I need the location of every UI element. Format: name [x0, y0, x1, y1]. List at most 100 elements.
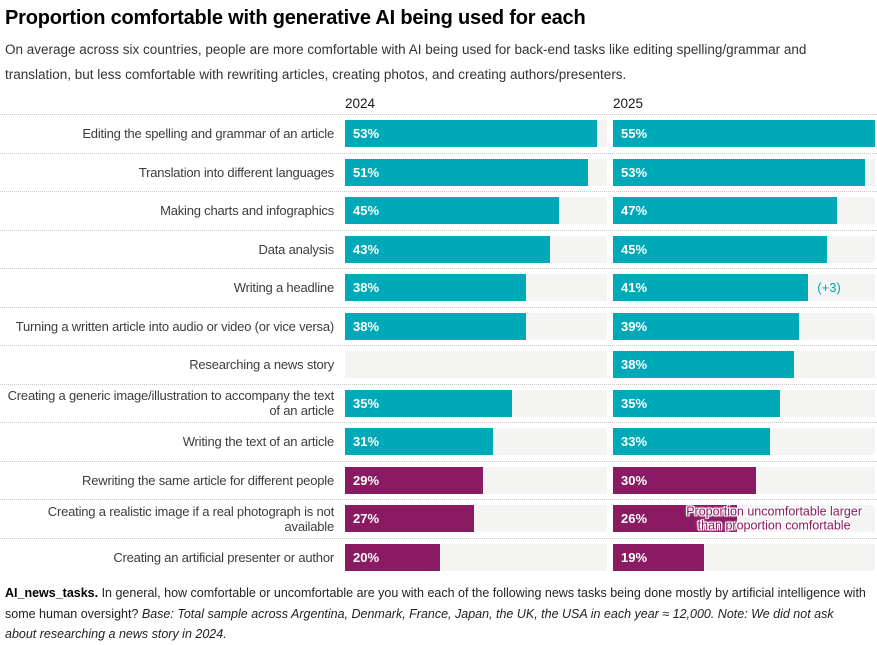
- bar-2025: 45%: [613, 235, 828, 263]
- bar-value-label: 53%: [621, 164, 648, 180]
- bar-value-label: 43%: [353, 241, 380, 257]
- row-label: Making charts and infographics: [160, 203, 334, 219]
- delta-annotation: (+3): [817, 280, 841, 296]
- bar-2024: 35%: [345, 389, 512, 417]
- bar-2025: 26%: [613, 505, 737, 533]
- bar-2024: 27%: [345, 505, 474, 533]
- bar-value-label: 55%: [621, 126, 648, 142]
- bar-value-label: 45%: [621, 241, 648, 257]
- bar-2024: 29%: [345, 466, 484, 494]
- bar-track-2025: 47%: [613, 197, 875, 225]
- column-header-2025: 2025: [613, 96, 644, 111]
- chart-row: Creating an artificial presenter or auth…: [0, 537, 877, 577]
- chart-header: Proportion comfortable with generative A…: [0, 0, 877, 87]
- bar-2025: 38%: [613, 351, 795, 379]
- bar-value-label: 35%: [621, 395, 648, 411]
- bar-2025: 53%: [613, 158, 866, 186]
- bar-track-2024: 35%: [345, 389, 607, 417]
- bar-track-2025: 41% (+3): [613, 274, 875, 302]
- row-label: Translation into different languages: [138, 164, 334, 180]
- chart-row: Turning a written article into audio or …: [0, 306, 877, 346]
- bar-value-label: 41%: [621, 280, 648, 296]
- bar-track-2025: 45%: [613, 235, 875, 263]
- chart-subtitle: On average across six countries, people …: [5, 42, 807, 82]
- callout-line2: than proportion comfortable: [697, 518, 851, 533]
- bar-track-2024: 45%: [345, 197, 607, 225]
- bar-2024: 45%: [345, 197, 560, 225]
- bar-value-label: 38%: [621, 357, 648, 373]
- question-id: AI_news_tasks.: [5, 586, 99, 600]
- bar-value-label: 20%: [353, 549, 380, 565]
- row-label: Rewriting the same article for different…: [82, 472, 334, 488]
- bar-2025: 55%: [613, 120, 875, 148]
- bar-track-2024: 31%: [345, 428, 607, 456]
- bar-value-label: 30%: [621, 472, 648, 488]
- bar-value-label: 26%: [621, 511, 648, 527]
- row-label: Creating an artificial presenter or auth…: [113, 549, 334, 565]
- bar-value-label: 38%: [353, 318, 380, 334]
- row-label: Creating a generic image/illustration to…: [7, 388, 335, 419]
- bar-track-2025: 55%: [613, 120, 875, 148]
- bar-track-2024: 38%: [345, 312, 607, 340]
- bar-2025: 30%: [613, 466, 756, 494]
- bar-track-2024: 20%: [345, 543, 607, 571]
- bar-2025: 33%: [613, 428, 771, 456]
- bar-track-2024: 27%: [345, 505, 607, 533]
- bar-track-2024: 38%: [345, 274, 607, 302]
- bar-chart: Editing the spelling and grammar of an a…: [0, 114, 877, 576]
- bar-track-2024: [345, 351, 607, 379]
- footer-note: AI_news_tasks. In general, how comfortab…: [0, 583, 877, 645]
- bar-track-2024: 43%: [345, 235, 607, 263]
- page-title: Proportion comfortable with generative A…: [5, 7, 586, 29]
- bar-value-label: 51%: [353, 164, 380, 180]
- bar-value-label: 45%: [353, 203, 380, 219]
- bar-track-2025: 39%: [613, 312, 875, 340]
- label-column-spacer: [0, 96, 345, 111]
- row-label: Creating a realistic image if a real pho…: [47, 503, 334, 534]
- bar-value-label: 47%: [621, 203, 648, 219]
- bar-2024: 51%: [345, 158, 588, 186]
- bar-2025: 39%: [613, 312, 799, 340]
- bar-track-2025: 53%: [613, 158, 875, 186]
- question-text: In general, how comfortable or uncomfort…: [5, 586, 866, 621]
- bar-2024: 20%: [345, 543, 441, 571]
- callout-line1: Proportion uncomfortable larger: [686, 504, 862, 519]
- bar-track-2025: 19%: [613, 543, 875, 571]
- row-label: Editing the spelling and grammar of an a…: [82, 126, 334, 142]
- bar-2024: 38%: [345, 312, 527, 340]
- bar-value-label: 31%: [353, 434, 380, 450]
- bar-2024: 38%: [345, 274, 527, 302]
- bar-value-label: 27%: [353, 511, 380, 527]
- bar-2025: 19%: [613, 543, 704, 571]
- bar-value-label: 35%: [353, 395, 380, 411]
- column-headers: 2024 2025: [0, 96, 877, 114]
- chart-row: Data analysis 43% 45%: [0, 229, 877, 269]
- chart-row: Creating a realistic image if a real pho…: [0, 499, 877, 538]
- bar-2025: 47%: [613, 197, 837, 225]
- chart-row: Researching a news story 38%: [0, 345, 877, 384]
- bar-track-2025: 38%: [613, 351, 875, 379]
- bar-value-label: 53%: [353, 126, 380, 142]
- row-label: Writing the text of an article: [182, 434, 334, 450]
- column-header-2024: 2024: [345, 96, 376, 111]
- chart-row: Writing a headline 38% 41% (+3): [0, 268, 877, 307]
- bar-2024: 31%: [345, 428, 493, 456]
- bar-track-2025: 26% Proportion uncomfortable larger than p…: [613, 504, 875, 533]
- bar-track-2025: 30%: [613, 466, 875, 494]
- row-label: Data analysis: [258, 241, 335, 257]
- bar-track-2025: 35%: [613, 389, 875, 417]
- chart-row: Rewriting the same article for different…: [0, 460, 877, 500]
- chart-row: Writing the text of an article 31% 33%: [0, 422, 877, 461]
- bar-2024: 53%: [345, 120, 598, 148]
- bar-track-2024: 53%: [345, 120, 607, 148]
- bar-value-label: 19%: [621, 549, 648, 565]
- bar-value-label: 39%: [621, 318, 648, 334]
- row-label: Writing a headline: [233, 280, 334, 296]
- callout-note: Proportion uncomfortable larger than prop…: [686, 504, 862, 533]
- chart-row: Translation into different languages 51% 5…: [0, 152, 877, 192]
- bar-value-label: 38%: [353, 280, 380, 296]
- bar-2025: 41%: [613, 274, 809, 302]
- bar-2024: 43%: [345, 235, 550, 263]
- bar-value-label: 33%: [621, 434, 648, 450]
